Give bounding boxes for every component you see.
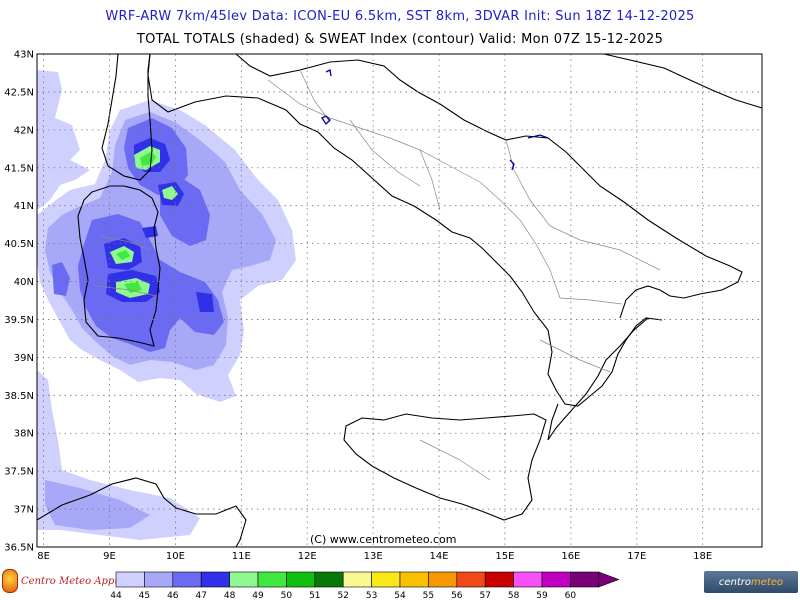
legend-label: 57 (479, 591, 490, 600)
logo-left-text: Centro Meteo Appulo (21, 575, 130, 587)
legend-arrow (598, 571, 620, 588)
legend-swatch (456, 571, 486, 588)
sweat-contour (509, 159, 515, 171)
legend-label: 51 (309, 591, 320, 600)
legend-label: 54 (394, 591, 406, 600)
italy-adriatic-coast (235, 53, 743, 319)
logo-right-text-b: meteo (751, 576, 784, 588)
legend-label: 53 (366, 591, 377, 600)
longitude-label: 11E (232, 551, 251, 562)
title-line-2: TOTAL TOTALS (shaded) & SWEAT Index (con… (136, 32, 664, 47)
legend-swatch (257, 571, 287, 588)
map-frame (36, 53, 763, 548)
shade-49-a (116, 250, 130, 260)
legend-swatch (484, 571, 514, 588)
legend-label: 56 (451, 591, 463, 600)
legend-swatch (229, 571, 259, 588)
latitude-label: 43N (14, 50, 34, 61)
shade-45-sw (45, 480, 150, 530)
latitude-label: 42.5N (4, 87, 34, 98)
sweat-contour (527, 134, 549, 139)
longitude-label: 14E (430, 551, 449, 562)
latitude-label: 41N (14, 201, 34, 212)
shade-49-b (124, 282, 142, 293)
legend-swatch (342, 571, 372, 588)
longitude-label: 16E (561, 551, 580, 562)
sweat-contours (321, 69, 549, 171)
longitude-label: 10E (166, 551, 185, 562)
legend-label: 52 (337, 591, 348, 600)
latitude-label: 40N (14, 277, 34, 288)
legend-label: 48 (224, 591, 236, 600)
legend-label: 47 (195, 591, 206, 600)
longitude-label: 15E (495, 551, 514, 562)
logo-badge-icon (2, 569, 18, 593)
latitude-label: 37.5N (4, 467, 34, 478)
shade-44-west (37, 70, 90, 210)
region-boundaries (95, 69, 661, 481)
italy-tyrrhenian-coast (147, 53, 663, 407)
legend-swatch (428, 571, 458, 588)
legend-swatch (172, 571, 202, 588)
title-line-1: WRF-ARW 7km/45lev Data: ICON-EU 6.5km, S… (105, 9, 695, 24)
legend-label: 55 (423, 591, 434, 600)
legend-label: 58 (508, 591, 520, 600)
shade-46-west (52, 262, 70, 296)
latitude-label: 39N (14, 353, 34, 364)
legend-swatch (513, 571, 543, 588)
legend-label: 59 (536, 591, 548, 600)
longitude-label: 8E (37, 551, 50, 562)
legend-label: 49 (252, 591, 264, 600)
longitude-label: 17E (627, 551, 646, 562)
legend-label: 50 (281, 591, 293, 600)
legend-swatch (144, 571, 174, 588)
latitude-label: 38.5N (4, 391, 34, 402)
sweat-contour (321, 115, 331, 126)
legend-label: 60 (565, 591, 577, 600)
longitude-label: 18E (693, 551, 712, 562)
latitude-label: 42N (14, 125, 34, 136)
latitude-label: 40.5N (4, 239, 34, 250)
latitude-labels: 43N 42.5N 42N 41.5N 41N 40.5N 40N 39.5N 39N 38.5N… (4, 50, 34, 554)
legend-label: 44 (110, 591, 122, 600)
longitude-label: 9E (103, 551, 116, 562)
longitude-labels: 8E 9E 10E 11E 12E 13E 14E 15E 16E 17E 18E (37, 551, 712, 562)
legend-label: 45 (139, 591, 150, 600)
longitude-label: 13E (364, 551, 383, 562)
latitude-label: 37N (14, 505, 34, 516)
corsica-coast (101, 53, 153, 181)
balkans-coast (603, 53, 763, 109)
latitude-label: 39.5N (4, 315, 34, 326)
sweat-contour (325, 69, 332, 77)
latitude-label: 38N (14, 429, 34, 440)
sicily-coast (343, 413, 547, 521)
legend-swatch (399, 571, 429, 588)
legend-swatch (371, 571, 401, 588)
legend-swatch (115, 571, 145, 588)
total-totals-shading (37, 70, 296, 540)
shade-48-east (162, 186, 178, 200)
logo-right-text-a: centro (718, 576, 752, 588)
sardinia-coast (77, 185, 161, 347)
legend-label: 46 (167, 591, 179, 600)
legend-swatch (541, 571, 571, 588)
centro-meteo-appulo-logo: Centro Meteo Appulo (2, 568, 130, 594)
weather-map: 43N 42.5N 42N 41.5N 41N 40.5N 40N 39.5N 39N 38.5N… (4, 50, 763, 562)
coastlines (36, 53, 763, 548)
legend-swatch (570, 571, 600, 588)
legend-swatch (286, 571, 316, 588)
color-legend: 44 45 46 47 48 49 50 51 52 53 54 55 56 57 58 59 60 (110, 571, 620, 600)
longitude-label: 12E (298, 551, 317, 562)
centrometeo-logo: centrometeo (704, 571, 798, 593)
latitude-label: 41.5N (4, 163, 34, 174)
latitude-label: 36.5N (4, 543, 34, 554)
legend-swatch (314, 571, 344, 588)
legend-swatch (200, 571, 230, 588)
copyright: (C) www.centrometeo.com (310, 533, 457, 546)
shade-47-c (196, 292, 214, 312)
tunisia-coast (36, 477, 247, 548)
